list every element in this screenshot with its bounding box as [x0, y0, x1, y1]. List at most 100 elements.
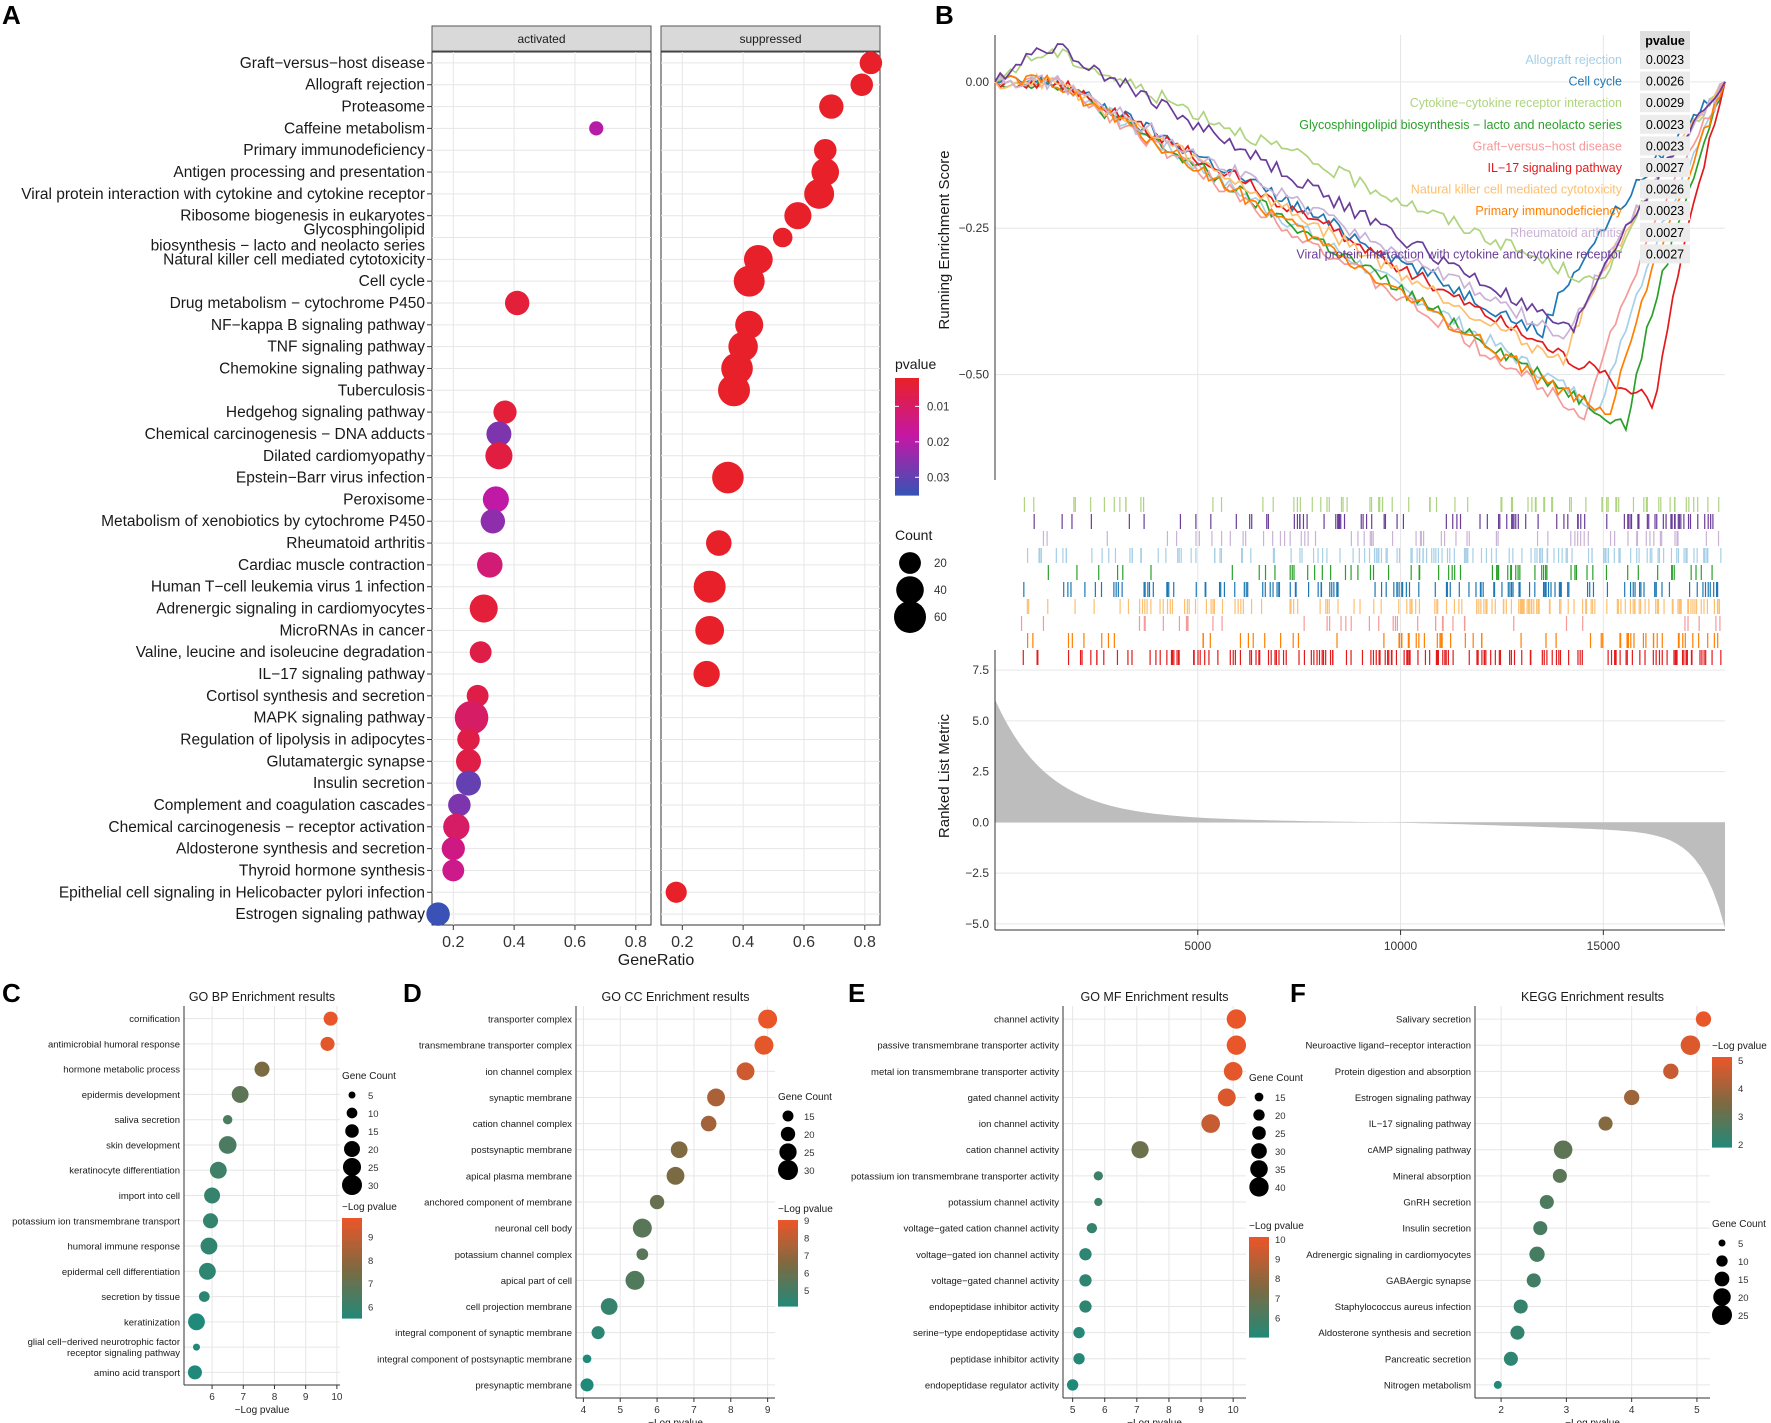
legend-size-dot	[1252, 1126, 1266, 1140]
data-point	[850, 73, 874, 97]
pathway-label: Hedgehog signaling pathway	[226, 404, 425, 421]
term-label: cAMP signaling pathway	[1368, 1145, 1472, 1156]
legend-gradient	[342, 1278, 362, 1282]
data-point	[200, 1237, 218, 1255]
legend-size-dot	[780, 1126, 796, 1142]
legend-gradient	[895, 424, 919, 429]
term-label: endopeptidase inhibitor activity	[929, 1302, 1059, 1313]
legend-tick-label: 30	[368, 1181, 379, 1192]
legend-gradient	[1712, 1117, 1732, 1121]
x-tick-label: 10	[331, 1392, 343, 1403]
pathway-label: Caffeine metabolism	[284, 120, 425, 137]
es-curve	[994, 74, 1726, 413]
pathway-label: Peroxisome	[343, 491, 425, 508]
series-label: Rheumatoid arthritis	[1510, 226, 1622, 240]
legend-gradient	[1249, 1277, 1269, 1281]
data-point	[1513, 1299, 1528, 1314]
legend-tick-label: 20	[368, 1145, 379, 1156]
term-label: voltage−gated cation channel activity	[903, 1224, 1059, 1235]
term-label: saliva secretion	[115, 1115, 180, 1126]
legend-gradient	[1712, 1102, 1732, 1106]
term-label: endopeptidase regulator activity	[925, 1380, 1059, 1391]
hit-strip	[1022, 650, 1722, 665]
term-label: Estrogen signaling pathway	[1355, 1093, 1471, 1104]
pathway-label: Dilated cardiomyopathy	[263, 448, 425, 465]
legend-gradient	[1249, 1303, 1269, 1308]
data-point	[231, 1086, 249, 1103]
data-point	[480, 509, 506, 534]
term-label: serine−type endopeptidase activity	[913, 1328, 1059, 1339]
data-point	[580, 1378, 594, 1392]
term-label: cation channel activity	[966, 1145, 1059, 1156]
x-tick-label: 5	[1694, 1405, 1700, 1416]
legend-gradient	[778, 1251, 798, 1255]
hit-strip	[1020, 616, 1721, 631]
data-point	[1533, 1221, 1548, 1236]
x-tick-label: 0.2	[671, 934, 693, 951]
legend-gradient	[895, 442, 919, 446]
data-point	[1066, 1379, 1079, 1391]
legend-gradient	[1712, 1057, 1732, 1061]
term-label: Adrenergic signaling in cardiomyocytes	[1306, 1250, 1471, 1261]
legend-gradient	[1712, 1141, 1732, 1145]
legend-size-dot	[344, 1141, 360, 1157]
hit-strip	[1033, 514, 1714, 529]
legend-gradient	[1712, 1126, 1732, 1130]
x-tick-label: 7	[691, 1405, 697, 1416]
data-point	[192, 1343, 200, 1351]
term-label: glial cell−derived neurotrophic factor	[28, 1337, 180, 1348]
legend-gradient	[1249, 1280, 1269, 1285]
data-point	[204, 1187, 221, 1204]
legend-tick-label: 20	[1738, 1293, 1749, 1304]
term-label: Insulin secretion	[1402, 1224, 1471, 1235]
table-cell-bg	[1640, 114, 1690, 134]
legend-tick-label: 10	[368, 1109, 379, 1120]
y-tick-label: −0.50	[959, 368, 990, 382]
y-tick-label: 7.5	[972, 663, 989, 677]
legend-gradient	[1712, 1123, 1732, 1127]
legend-gradient	[778, 1220, 798, 1224]
hit-strip	[1026, 599, 1721, 614]
legend-gradient	[895, 454, 919, 458]
panel-d-go-cc-dotplot: GO CC Enrichment results 4 5 6 7 8 9 transporte…	[377, 990, 833, 1423]
legend-gradient	[342, 1271, 362, 1276]
x-axis-title: −Log pvalue	[648, 1418, 703, 1423]
table-cell-bg	[1640, 158, 1690, 177]
x-tick-label: 6	[654, 1405, 660, 1416]
legend-gradient	[895, 401, 919, 405]
data-point	[1079, 1248, 1092, 1261]
legend-gradient	[895, 492, 919, 496]
legend-gradient	[895, 386, 919, 391]
legend-tick-label: 4	[1738, 1084, 1743, 1095]
legend-tick-label: 15	[804, 1112, 815, 1123]
legend-size-dot	[346, 1107, 358, 1119]
legend-tick-label: 8	[368, 1256, 373, 1267]
x-tick-label: 6	[1102, 1405, 1108, 1416]
x-tick-label: 4	[1629, 1405, 1635, 1416]
legend-size-dot	[348, 1091, 356, 1099]
legend-tick-label: 40	[934, 585, 947, 597]
data-point	[442, 859, 465, 882]
y-tick-label: −5.0	[965, 917, 989, 931]
x-tick-label: 6	[209, 1392, 215, 1403]
pathway-label: biosynthesis − lacto and neolacto series	[151, 238, 426, 255]
legend-gradient	[342, 1284, 362, 1289]
legend-gradient	[1249, 1307, 1269, 1311]
x-tick-label: 10	[1228, 1405, 1240, 1416]
pvalue-cell: 0.0027	[1646, 247, 1684, 261]
legend-gradient	[342, 1301, 362, 1306]
hit-strip	[1042, 531, 1720, 546]
legend-size-dot	[893, 600, 927, 634]
pathway-label: Estrogen signaling pathway	[235, 906, 425, 923]
legend-gradient	[895, 489, 919, 493]
legend-tick-label: 25	[368, 1163, 379, 1174]
legend-gradient	[1712, 1132, 1732, 1136]
pathway-label: MAPK signaling pathway	[254, 710, 426, 727]
data-point	[758, 1009, 778, 1029]
data-point	[1131, 1141, 1149, 1159]
pathway-label: Primary immunodeficiency	[243, 142, 425, 159]
data-point	[636, 1248, 649, 1261]
data-point	[457, 728, 480, 751]
term-label: GABAergic synapse	[1386, 1276, 1471, 1287]
